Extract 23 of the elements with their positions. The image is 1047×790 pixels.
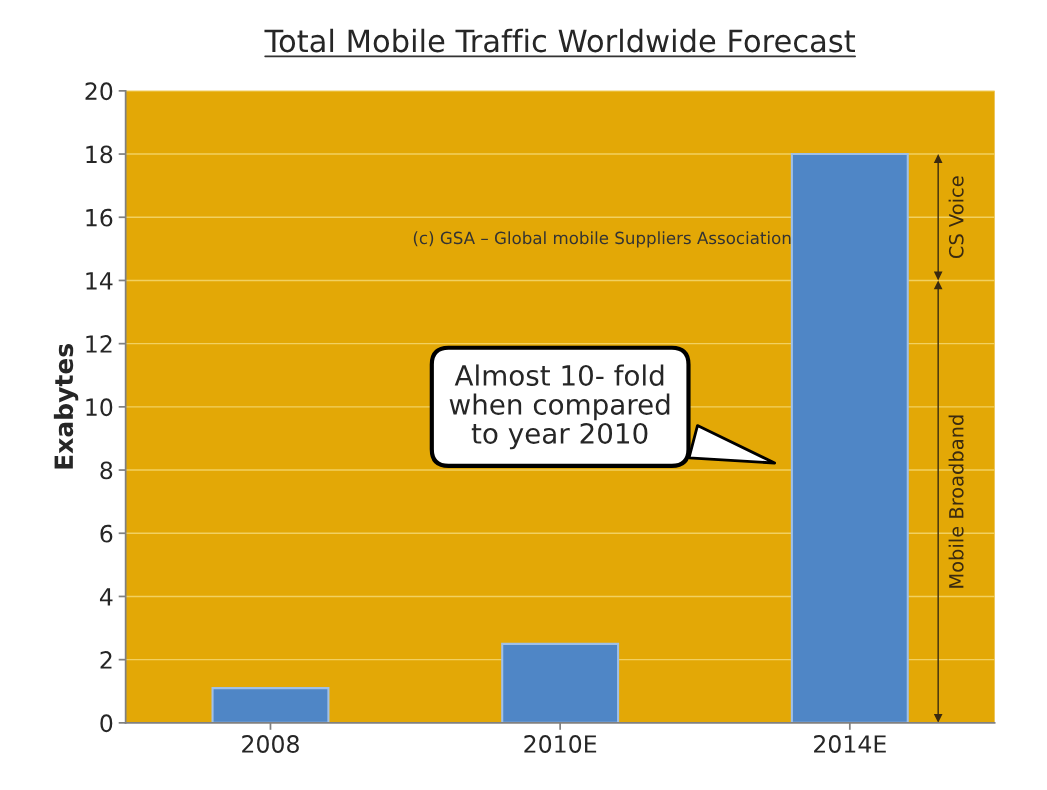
y-tick-label: 0: [100, 714, 113, 733]
y-tick-label: 18: [86, 145, 113, 164]
y-tick-label: 14: [86, 272, 113, 290]
y-tick-label: 20: [85, 82, 113, 101]
annotation: CS Voice: [948, 176, 964, 259]
y-axis-title: Exabytes: [53, 344, 79, 469]
annotation: Almost 10- fold when compared to year 2010: [449, 364, 670, 450]
x-tick-label: 2010E: [524, 735, 597, 753]
bar: [211, 687, 330, 723]
y-tick-label: 2: [100, 651, 112, 669]
x-tick-label: 2014E: [814, 735, 886, 753]
bar: [501, 642, 620, 723]
annotation: (c) GSA – Global mobile Suppliers Association: [413, 231, 791, 248]
y-tick-label: 6: [100, 524, 113, 543]
bar: [790, 153, 909, 723]
x-tick-label: 2008: [242, 735, 299, 753]
y-tick-label: 12: [86, 335, 112, 353]
annotation: Mobile Broadband: [948, 415, 964, 588]
chart-title: Total Mobile Traffic Worldwide Forecast: [264, 28, 855, 53]
y-tick-label: 16: [86, 208, 113, 227]
y-tick-label: 10: [86, 398, 113, 417]
y-tick-label: 8: [100, 461, 113, 480]
y-tick-label: 4: [99, 588, 113, 606]
